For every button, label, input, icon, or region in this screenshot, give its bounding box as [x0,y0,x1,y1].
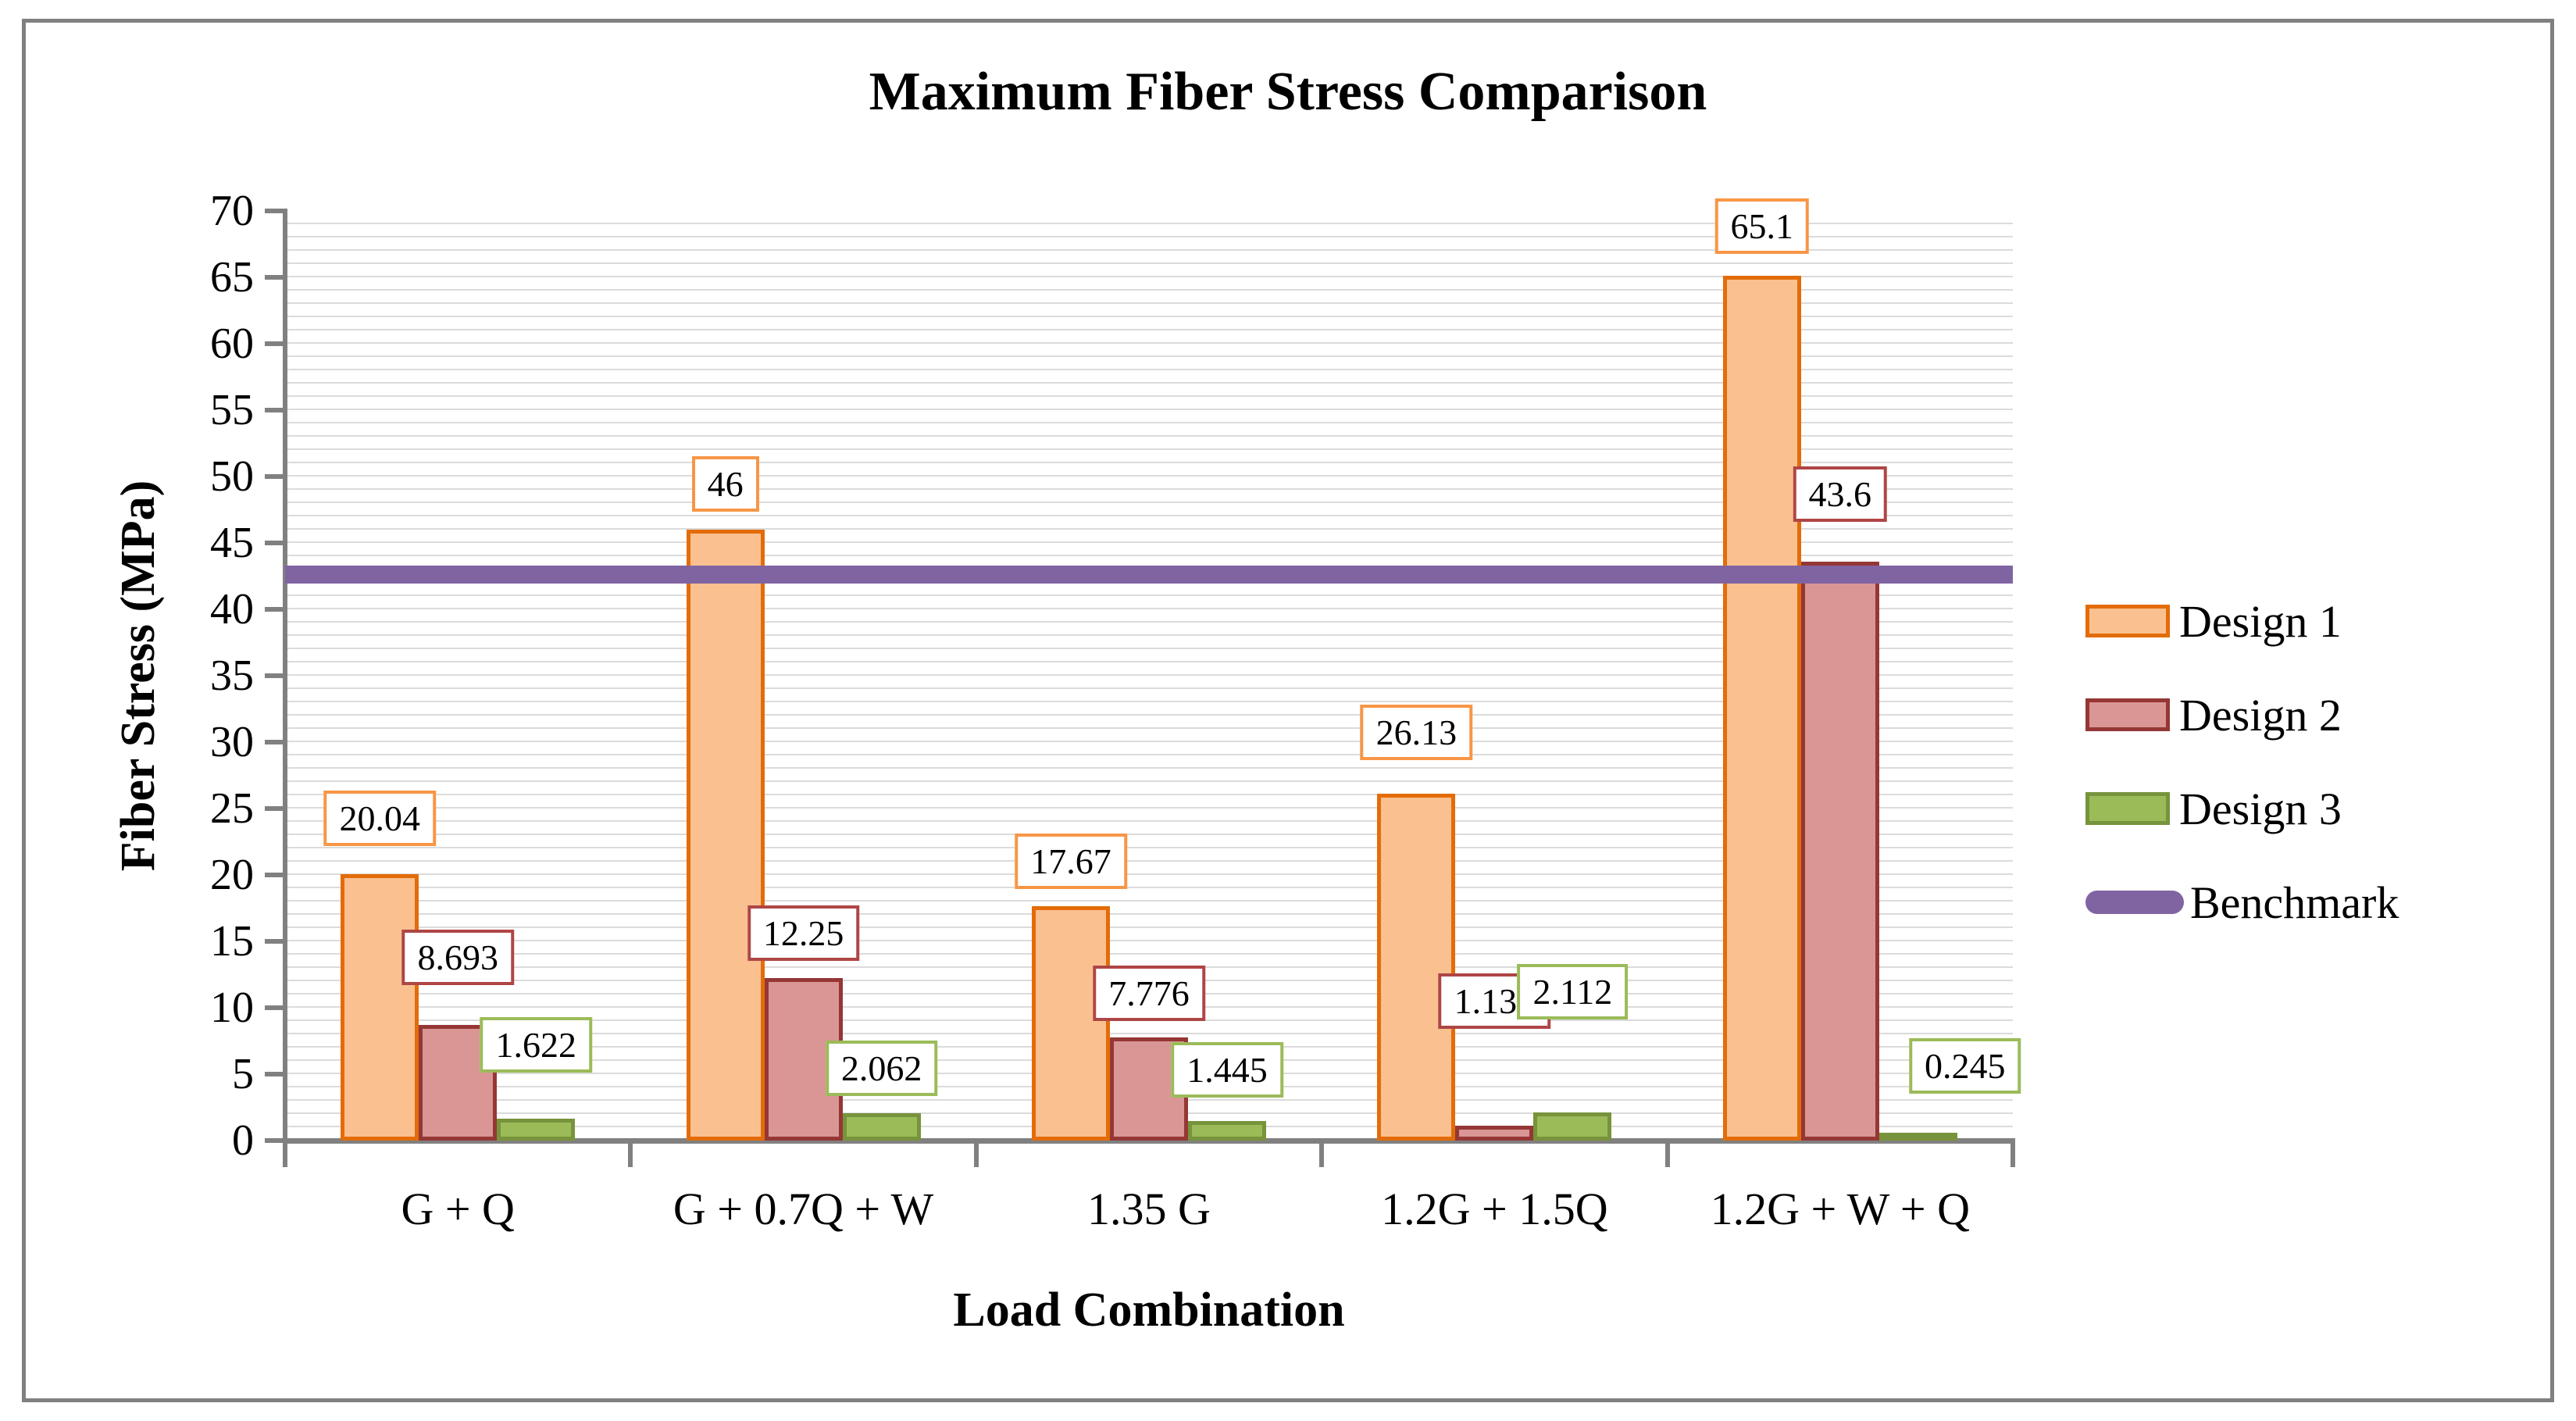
bar-design2-cat5 [1800,561,1879,1141]
chart-title: Maximum Fiber Stress Comparison [869,62,1707,122]
y-axis-tick [265,1138,285,1143]
y-axis-tick [265,806,285,811]
y-tick-label: 35 [210,652,254,700]
x-axis-tick [283,1141,287,1167]
y-tick-label: 0 [232,1116,254,1165]
chart-border-frame [22,19,2554,1402]
y-axis-tick [265,607,285,612]
legend-swatch [2085,792,2170,825]
y-axis-tick [265,541,285,545]
legend-swatch [2085,605,2170,637]
x-axis-tick [1664,1141,1670,1167]
x-axis-title: Load Combination [953,1284,1345,1337]
y-tick-label: 15 [210,917,254,966]
bar-design3-cat4 [1533,1112,1612,1141]
bar-design3-cat2 [842,1112,921,1141]
bar-design1-cat4 [1377,793,1456,1141]
y-axis-line [283,209,287,1143]
data-label: 2.112 [1517,964,1629,1020]
y-axis-tick [265,673,285,678]
data-label: 0.245 [1909,1037,2021,1094]
x-tick-label: G + Q [401,1184,515,1234]
legend-label: Design 1 [2179,595,2342,647]
x-tick-label: 1.2G + W + Q [1710,1184,1970,1234]
y-axis-tick [265,341,285,346]
x-axis-tick [628,1141,633,1167]
bar-design1-cat5 [1722,276,1801,1141]
x-tick-label: 1.2G + 1.5Q [1381,1184,1608,1234]
legend-label: Design 3 [2179,783,2342,834]
bar-design1-cat2 [686,530,765,1141]
bar-design1-cat1 [341,874,419,1141]
y-tick-label: 30 [210,718,254,766]
bar-design3-cat1 [497,1119,576,1141]
data-label: 1.622 [480,1017,592,1073]
y-tick-label: 55 [210,386,254,434]
y-axis-tick [265,408,285,412]
y-tick-label: 20 [210,851,254,899]
x-axis-line [283,1138,2015,1144]
y-axis-tick [265,939,285,944]
legend-swatch [2085,698,2170,731]
y-tick-label: 65 [210,253,254,302]
x-tick-label: 1.35 G [1087,1184,1211,1234]
bar-design1-cat3 [1032,905,1110,1141]
bar-design2-cat1 [419,1025,498,1141]
data-label: 65.1 [1714,198,1810,255]
data-label: 20.04 [323,791,436,847]
x-axis-tick [1319,1141,1325,1167]
y-tick-label: 5 [232,1050,254,1098]
data-label: 2.062 [825,1040,938,1096]
y-axis-tick [265,873,285,877]
y-axis-tick [265,1005,285,1010]
y-tick-label: 40 [210,585,254,634]
data-label: 26.13 [1360,704,1473,760]
data-label: 12.25 [747,905,860,961]
y-tick-label: 25 [210,784,254,833]
data-label: 7.776 [1093,965,1205,1021]
data-label: 1.445 [1171,1042,1283,1098]
bar-design3-cat3 [1188,1121,1266,1141]
legend: Design 1 Design 2 Design 3 Benchmark [2085,574,2399,949]
plot-area: 20.04 46 17.67 26.13 65.1 8.693 12.25 7.776 1.13… [285,198,2021,1141]
legend-item-design-2: Design 2 [2085,668,2399,762]
y-tick-label: 50 [210,452,254,501]
data-label: 43.6 [1793,466,1888,522]
y-tick-label: 10 [210,984,254,1032]
benchmark-line [285,566,2013,584]
legend-label: Design 2 [2179,689,2342,741]
legend-label: Benchmark [2190,877,2399,928]
bar-design3-cat5 [1878,1133,1957,1141]
data-label: 46 [691,456,759,512]
x-tick-label: G + 0.7Q + W [673,1184,934,1234]
legend-item-design-3: Design 3 [2085,762,2399,855]
y-axis-tick [265,275,285,280]
x-axis-tick [2010,1141,2015,1167]
x-axis-tick [973,1141,979,1167]
data-label: 8.693 [401,930,514,986]
y-axis-tick [265,1072,285,1076]
legend-item-design-1: Design 1 [2085,574,2399,668]
y-axis-tick [265,740,285,744]
data-label: 17.67 [1015,833,1127,889]
y-axis-tick [265,209,285,213]
benchmark-legend-line-icon [2085,891,2184,914]
bar-design2-cat4 [1455,1125,1534,1141]
y-tick-label: 45 [210,519,254,567]
y-axis-tick [265,474,285,479]
y-tick-label: 70 [210,187,254,235]
legend-item-benchmark: Benchmark [2085,855,2399,949]
y-tick-label: 60 [210,320,254,368]
